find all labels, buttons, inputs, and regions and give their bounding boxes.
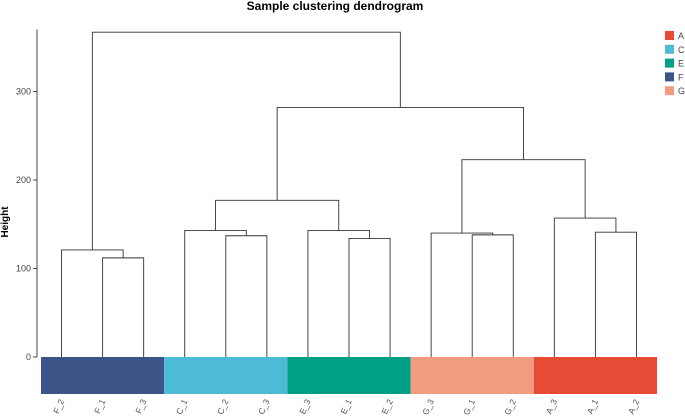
y-tick-label: 0 — [26, 352, 31, 362]
y-tick-label: 200 — [16, 175, 31, 185]
legend-swatch-E — [665, 58, 674, 68]
leaf-label: C_2 — [215, 397, 231, 416]
leaf-label: F_2 — [51, 397, 66, 415]
leaf-label: E_1 — [338, 397, 354, 415]
legend-label: A — [678, 31, 684, 41]
y-axis-label: Height — [0, 206, 11, 238]
dendrogram-branch — [276, 106, 524, 201]
dendrogram-branch — [471, 234, 514, 357]
legend-label: F — [678, 72, 684, 82]
group-bar-A — [533, 357, 657, 394]
dendrogram-branch — [102, 257, 145, 357]
leaf-label: F_1 — [92, 397, 107, 415]
legend-swatch-F — [665, 72, 674, 82]
dendrogram-branch — [307, 229, 370, 357]
y-tick-label: 300 — [16, 87, 31, 97]
dendrogram-branch — [461, 159, 586, 234]
group-bar-G — [410, 357, 534, 394]
leaf-label: E_3 — [297, 397, 313, 415]
dendrogram-branch — [215, 199, 340, 231]
leaf-label: F_3 — [133, 397, 148, 415]
dendrogram-branch — [594, 231, 637, 357]
legend-swatch-A — [665, 31, 674, 40]
leaf-labels: F_2 F_1 F_3 C_1 C_2 C_3 E_3 E_1 E_2 G_3 G_1 G_2 A_3 A… — [51, 397, 641, 416]
dendrogram-branch — [61, 249, 124, 357]
dendrogram-branch — [553, 217, 617, 357]
group-color-bar — [41, 357, 657, 394]
legend-swatch-G — [665, 86, 674, 96]
legend-label: G — [678, 86, 685, 96]
legend-swatch-C — [665, 44, 674, 54]
group-bar-E — [287, 357, 411, 394]
dendrogram-branches — [61, 31, 637, 357]
legend-label: C — [678, 45, 685, 55]
group-bar-F — [41, 357, 165, 394]
leaf-label: A_2 — [626, 397, 642, 415]
dendrogram-branch — [184, 229, 247, 357]
y-axis: 0 100 200 300 — [16, 29, 38, 362]
leaf-label: G_3 — [420, 397, 436, 416]
leaf-label: A_3 — [544, 397, 560, 415]
leaf-label: C_3 — [256, 397, 272, 416]
dendrogram-branch — [225, 235, 268, 357]
leaf-label: C_1 — [174, 397, 190, 416]
leaf-label: G_2 — [502, 397, 518, 416]
dendrogram-branch — [430, 232, 494, 357]
dendrogram-branch — [91, 31, 401, 250]
dendrogram-branch — [348, 237, 391, 357]
legend-label: E — [678, 59, 684, 69]
group-bar-C — [164, 357, 288, 394]
leaf-label: E_2 — [379, 397, 395, 415]
leaf-label: A_1 — [585, 397, 601, 415]
leaf-label: G_1 — [461, 397, 477, 416]
chart-title: Sample clustering dendrogram — [247, 0, 424, 13]
y-tick-label: 100 — [16, 264, 31, 274]
